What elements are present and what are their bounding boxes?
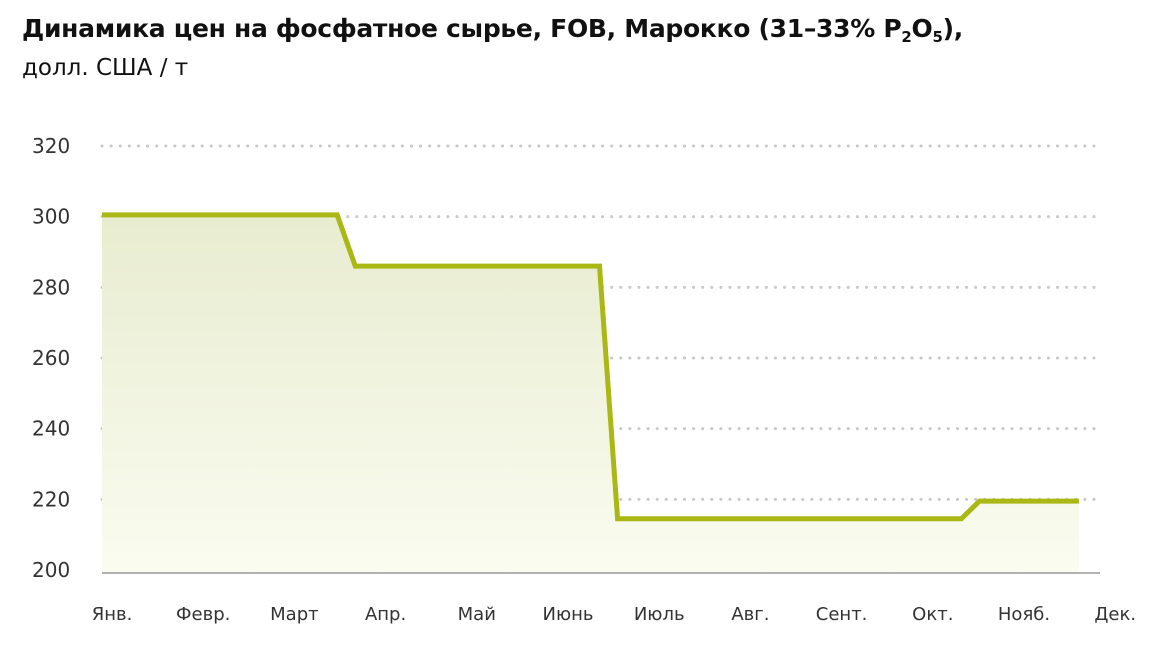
- y-tick-label: 320: [32, 134, 70, 158]
- y-tick-label: 260: [32, 346, 70, 370]
- x-tick-label: Янв.: [92, 604, 133, 625]
- x-tick-label: Авг.: [731, 604, 769, 625]
- y-tick-label: 300: [32, 205, 70, 229]
- y-tick-label: 220: [32, 487, 70, 511]
- x-tick-label: Март: [270, 604, 318, 625]
- x-tick-label: Окт.: [912, 604, 953, 625]
- y-tick-label: 200: [32, 558, 70, 582]
- x-tick-label: Февр.: [176, 604, 230, 625]
- y-axis-ticks: 200 220 240 260 280 300 320: [32, 134, 70, 582]
- x-tick-label: Апр.: [365, 604, 406, 625]
- y-tick-label: 240: [32, 417, 70, 441]
- x-tick-label: Июль: [634, 604, 685, 625]
- price-area: [102, 214, 1079, 573]
- x-axis-ticks: Янв. Февр. Март Апр. Май Июнь Июль Авг. Сент. Окт…: [92, 604, 1136, 625]
- x-tick-label: Нояб.: [998, 604, 1050, 625]
- x-tick-label: Июнь: [543, 604, 594, 625]
- chart-title: Динамика цен на фосфатное сырье, FOB, Ма…: [22, 14, 963, 46]
- x-tick-label: Май: [458, 604, 496, 625]
- x-tick-label: Сент.: [816, 604, 868, 625]
- chart-subtitle: долл. США / т: [22, 55, 189, 81]
- y-tick-label: 280: [32, 275, 70, 299]
- price-line: [102, 212, 1079, 522]
- x-tick-label: Дек.: [1094, 604, 1136, 625]
